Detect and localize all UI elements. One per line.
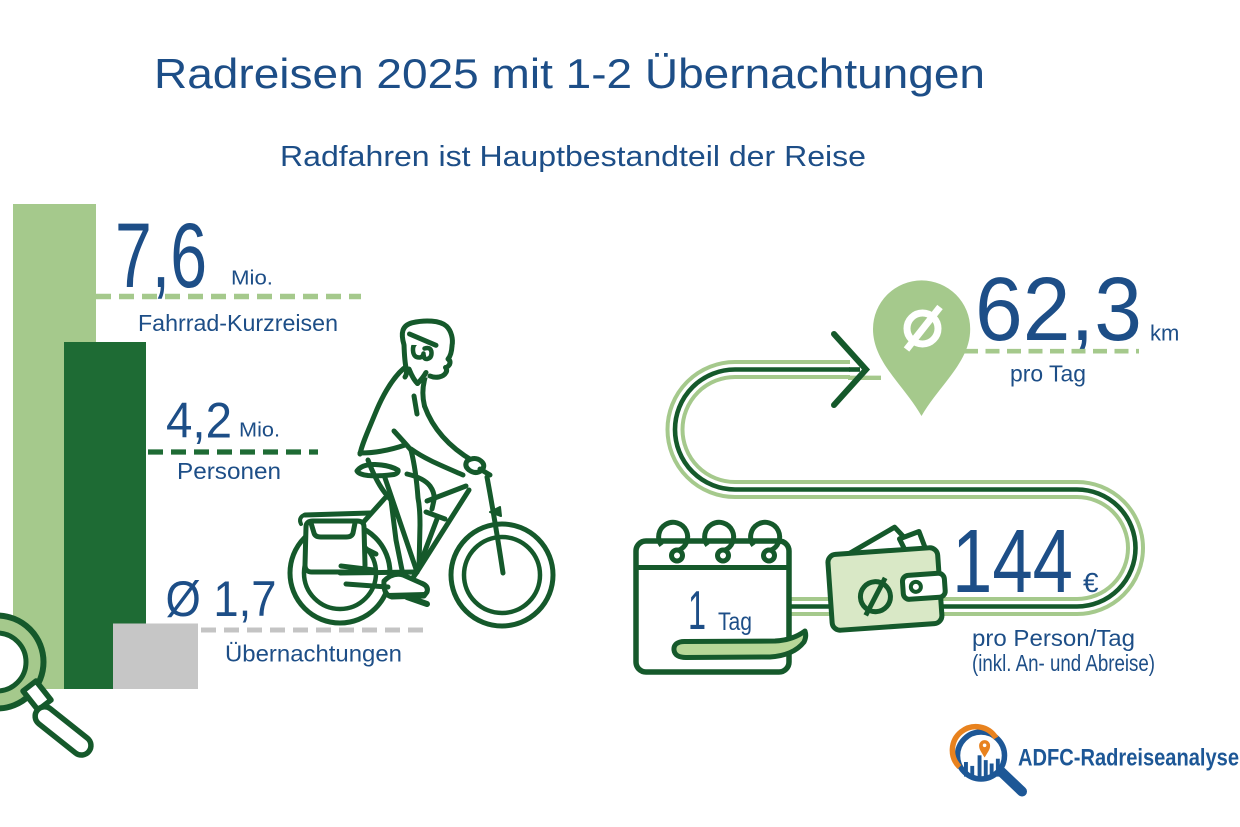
svg-text:Mio.: Mio. — [239, 420, 280, 442]
svg-text:4,2: 4,2 — [166, 393, 232, 449]
svg-text:(inkl. An- und Abreise): (inkl. An- und Abreise) — [972, 650, 1155, 676]
svg-text:62,3: 62,3 — [975, 260, 1142, 360]
svg-text:144: 144 — [952, 512, 1073, 612]
svg-text:Mio.: Mio. — [231, 268, 273, 290]
svg-text:pro Person/Tag: pro Person/Tag — [972, 625, 1135, 651]
svg-text:1: 1 — [688, 579, 706, 641]
svg-text:km: km — [1150, 321, 1179, 346]
svg-text:Übernachtungen: Übernachtungen — [225, 641, 402, 667]
svg-text:Radreisen 2025 mit 1-2 Übernac: Radreisen 2025 mit 1-2 Übernachtungen — [154, 50, 985, 97]
svg-text:ADFC-Radreiseanalyse: ADFC-Radreiseanalyse — [1018, 745, 1239, 772]
svg-text:Fahrrad-Kurzreisen: Fahrrad-Kurzreisen — [138, 310, 338, 336]
svg-text:pro Tag: pro Tag — [1010, 361, 1086, 387]
svg-text:Radfahren ist Hauptbestandteil: Radfahren ist Hauptbestandteil der Reise — [280, 141, 866, 173]
svg-text:7,6: 7,6 — [115, 205, 207, 307]
svg-text:€: € — [1083, 567, 1099, 598]
svg-text:Personen: Personen — [177, 458, 281, 484]
svg-text:Tag: Tag — [718, 608, 752, 636]
svg-text:Ø 1,7: Ø 1,7 — [166, 571, 277, 627]
